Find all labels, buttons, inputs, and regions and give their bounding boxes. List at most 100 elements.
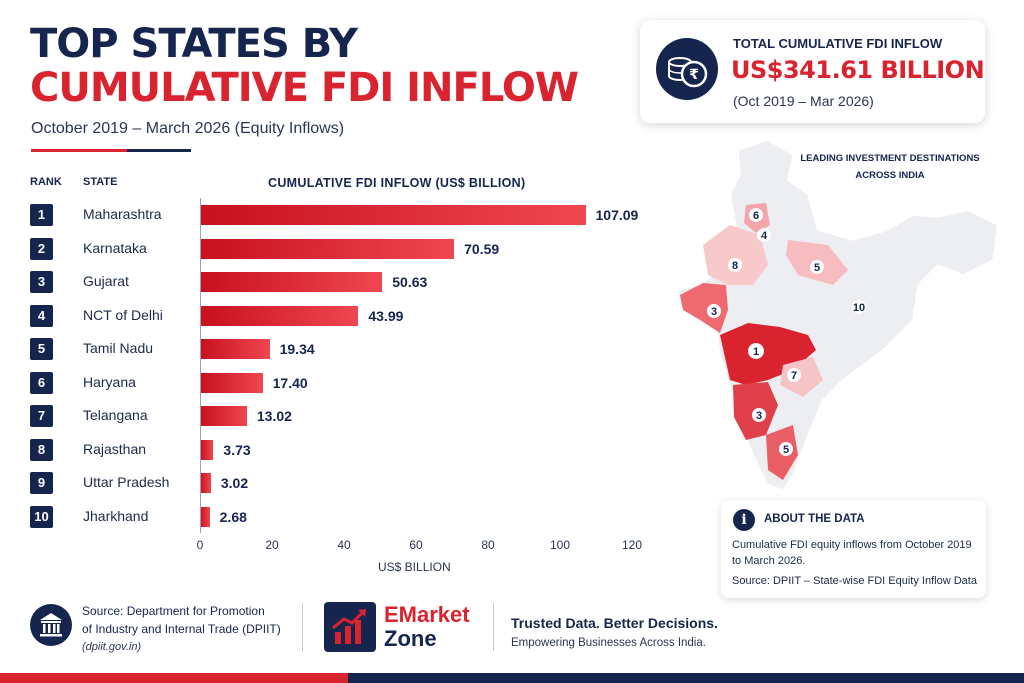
about-data-card: i ABOUT THE DATA Cumulative FDI equity i… [721,500,986,598]
x-tick-label: 0 [196,538,204,552]
bar [200,406,247,426]
state-label: NCT of Delhi [83,306,163,323]
total-value: US$341.61 BILLION [731,56,985,84]
chart-row: 3 Gujarat 50.63 [0,267,720,297]
page-title-line1: TOP STATES BY [30,21,358,67]
value-label: 50.63 [392,274,428,290]
brand-name-line1: EMarket [384,602,470,627]
page-title-line2: CUMULATIVE FDI INFLOW [30,65,579,111]
bar [200,372,263,393]
svg-text:3: 3 [756,410,762,422]
footer-divider [493,603,494,651]
total-period: (Oct 2019 – Mar 2026) [733,93,874,109]
rank-badge: 3 [30,271,53,293]
region-rajasthan [703,225,768,285]
value-label: 19.34 [279,341,315,357]
rank-header: RANK [30,176,62,188]
bar [200,339,270,359]
state-label: Gujarat [83,273,129,289]
value-label: 70.59 [464,240,500,257]
rank-badge: 5 [30,338,53,360]
footer-color-bar [0,673,1024,683]
region-telangana [780,357,823,397]
bar [200,439,214,460]
about-source: Source: DPIIT – State-wise FDI Equity In… [732,575,977,587]
page-subtitle: October 2019 – March 2026 (Equity Inflow… [31,120,345,137]
map-caption: LEADING INVESTMENT DESTINATIONS ACROSS I… [800,150,980,184]
source-line1: Source: Department for Promotion [82,604,265,618]
svg-text:5: 5 [783,444,789,456]
title-divider [31,149,191,152]
source-link[interactable]: (dpiit.gov.in) [82,641,142,653]
bar [200,272,383,292]
chart-row: 2 Karnataka 70.59 [0,234,720,264]
state-label: Rajasthan [83,440,147,457]
state-label: Haryana [83,373,136,390]
state-label: Maharashtra [83,206,162,222]
state-label: Tamil Nadu [83,340,154,356]
total-fdi-card: ₹ TOTAL CUMULATIVE FDI INFLOW US$341.61 … [640,20,985,123]
chart-row: 4 NCT of Delhi 43.99 [0,301,720,331]
value-label: 3.02 [220,475,249,491]
india-map: 6 4 8 5 3 10 1 7 3 5 [668,135,1008,495]
svg-text:6: 6 [753,210,759,222]
chart-row: 6 Haryana 17.40 [0,368,720,398]
info-icon: i [733,509,755,531]
footer-divider [302,603,303,651]
brand-logo-icon [324,602,376,652]
chart-row: 10 Jharkhand 2.68 [0,502,720,532]
x-axis-label: US$ BILLION [378,560,451,574]
y-axis-line [200,198,201,533]
state-label: Uttar Pradesh [83,474,170,490]
value-label: 2.68 [219,508,247,525]
bar [200,473,211,493]
region-gujarat [680,283,728,333]
about-text: Cumulative FDI equity inflows from Octob… [732,539,972,567]
rank-badge: 8 [30,438,53,461]
x-tick-label: 60 [409,538,423,552]
map-caption-line2: ACROSS INDIA [855,170,925,181]
svg-text:8: 8 [732,260,738,272]
state-label: Karnataka [83,239,147,256]
x-tick-label: 80 [481,538,495,552]
chart-title: CUMULATIVE FDI INFLOW (US$ BILLION) [268,176,526,190]
value-label: 13.02 [256,408,292,424]
svg-text:5: 5 [814,262,820,274]
bar [200,506,210,527]
x-tick-label: 120 [621,538,643,552]
chart-row: 5 Tamil Nadu 19.34 [0,334,720,364]
about-title: ABOUT THE DATA [764,513,865,525]
rank-badge: 10 [30,505,53,528]
chart-row: 1 Maharashtra 107.09 [0,200,720,230]
chart-row: 7 Telangana 13.02 [0,401,720,431]
state-label: Jharkhand [83,507,149,524]
svg-text:3: 3 [711,306,717,318]
svg-text:1: 1 [753,346,759,358]
value-label: 3.73 [223,441,251,458]
x-tick-label: 40 [337,538,351,552]
rank-badge: 6 [30,371,53,394]
source-line2: of Industry and Internal Trade (DPIIT) [82,622,281,636]
rank-badge: 7 [30,405,53,427]
tagline-sub: Empowering Businesses Across India. [511,637,706,649]
total-label: TOTAL CUMULATIVE FDI INFLOW [733,36,943,51]
svg-text:7: 7 [791,370,797,382]
svg-text:10: 10 [853,302,865,314]
value-label: 17.40 [272,374,308,391]
svg-text:4: 4 [761,230,768,242]
tagline: Trusted Data. Better Decisions. [511,615,718,631]
x-tick-label: 100 [549,538,571,552]
x-tick-label: 20 [265,538,279,552]
svg-text:₹: ₹ [689,67,699,83]
state-label: Telangana [83,407,148,423]
rank-badge: 4 [30,304,53,327]
bar [200,305,359,326]
rank-badge: 1 [30,204,53,226]
bar [200,238,455,259]
rupee-coins-icon: ₹ [656,38,718,100]
chart-row: 8 Rajasthan 3.73 [0,435,720,465]
brand-name-line2: Zone [384,626,437,651]
chart-row: 9 Uttar Pradesh 3.02 [0,468,720,498]
government-building-icon [30,604,72,646]
bar [200,205,586,225]
